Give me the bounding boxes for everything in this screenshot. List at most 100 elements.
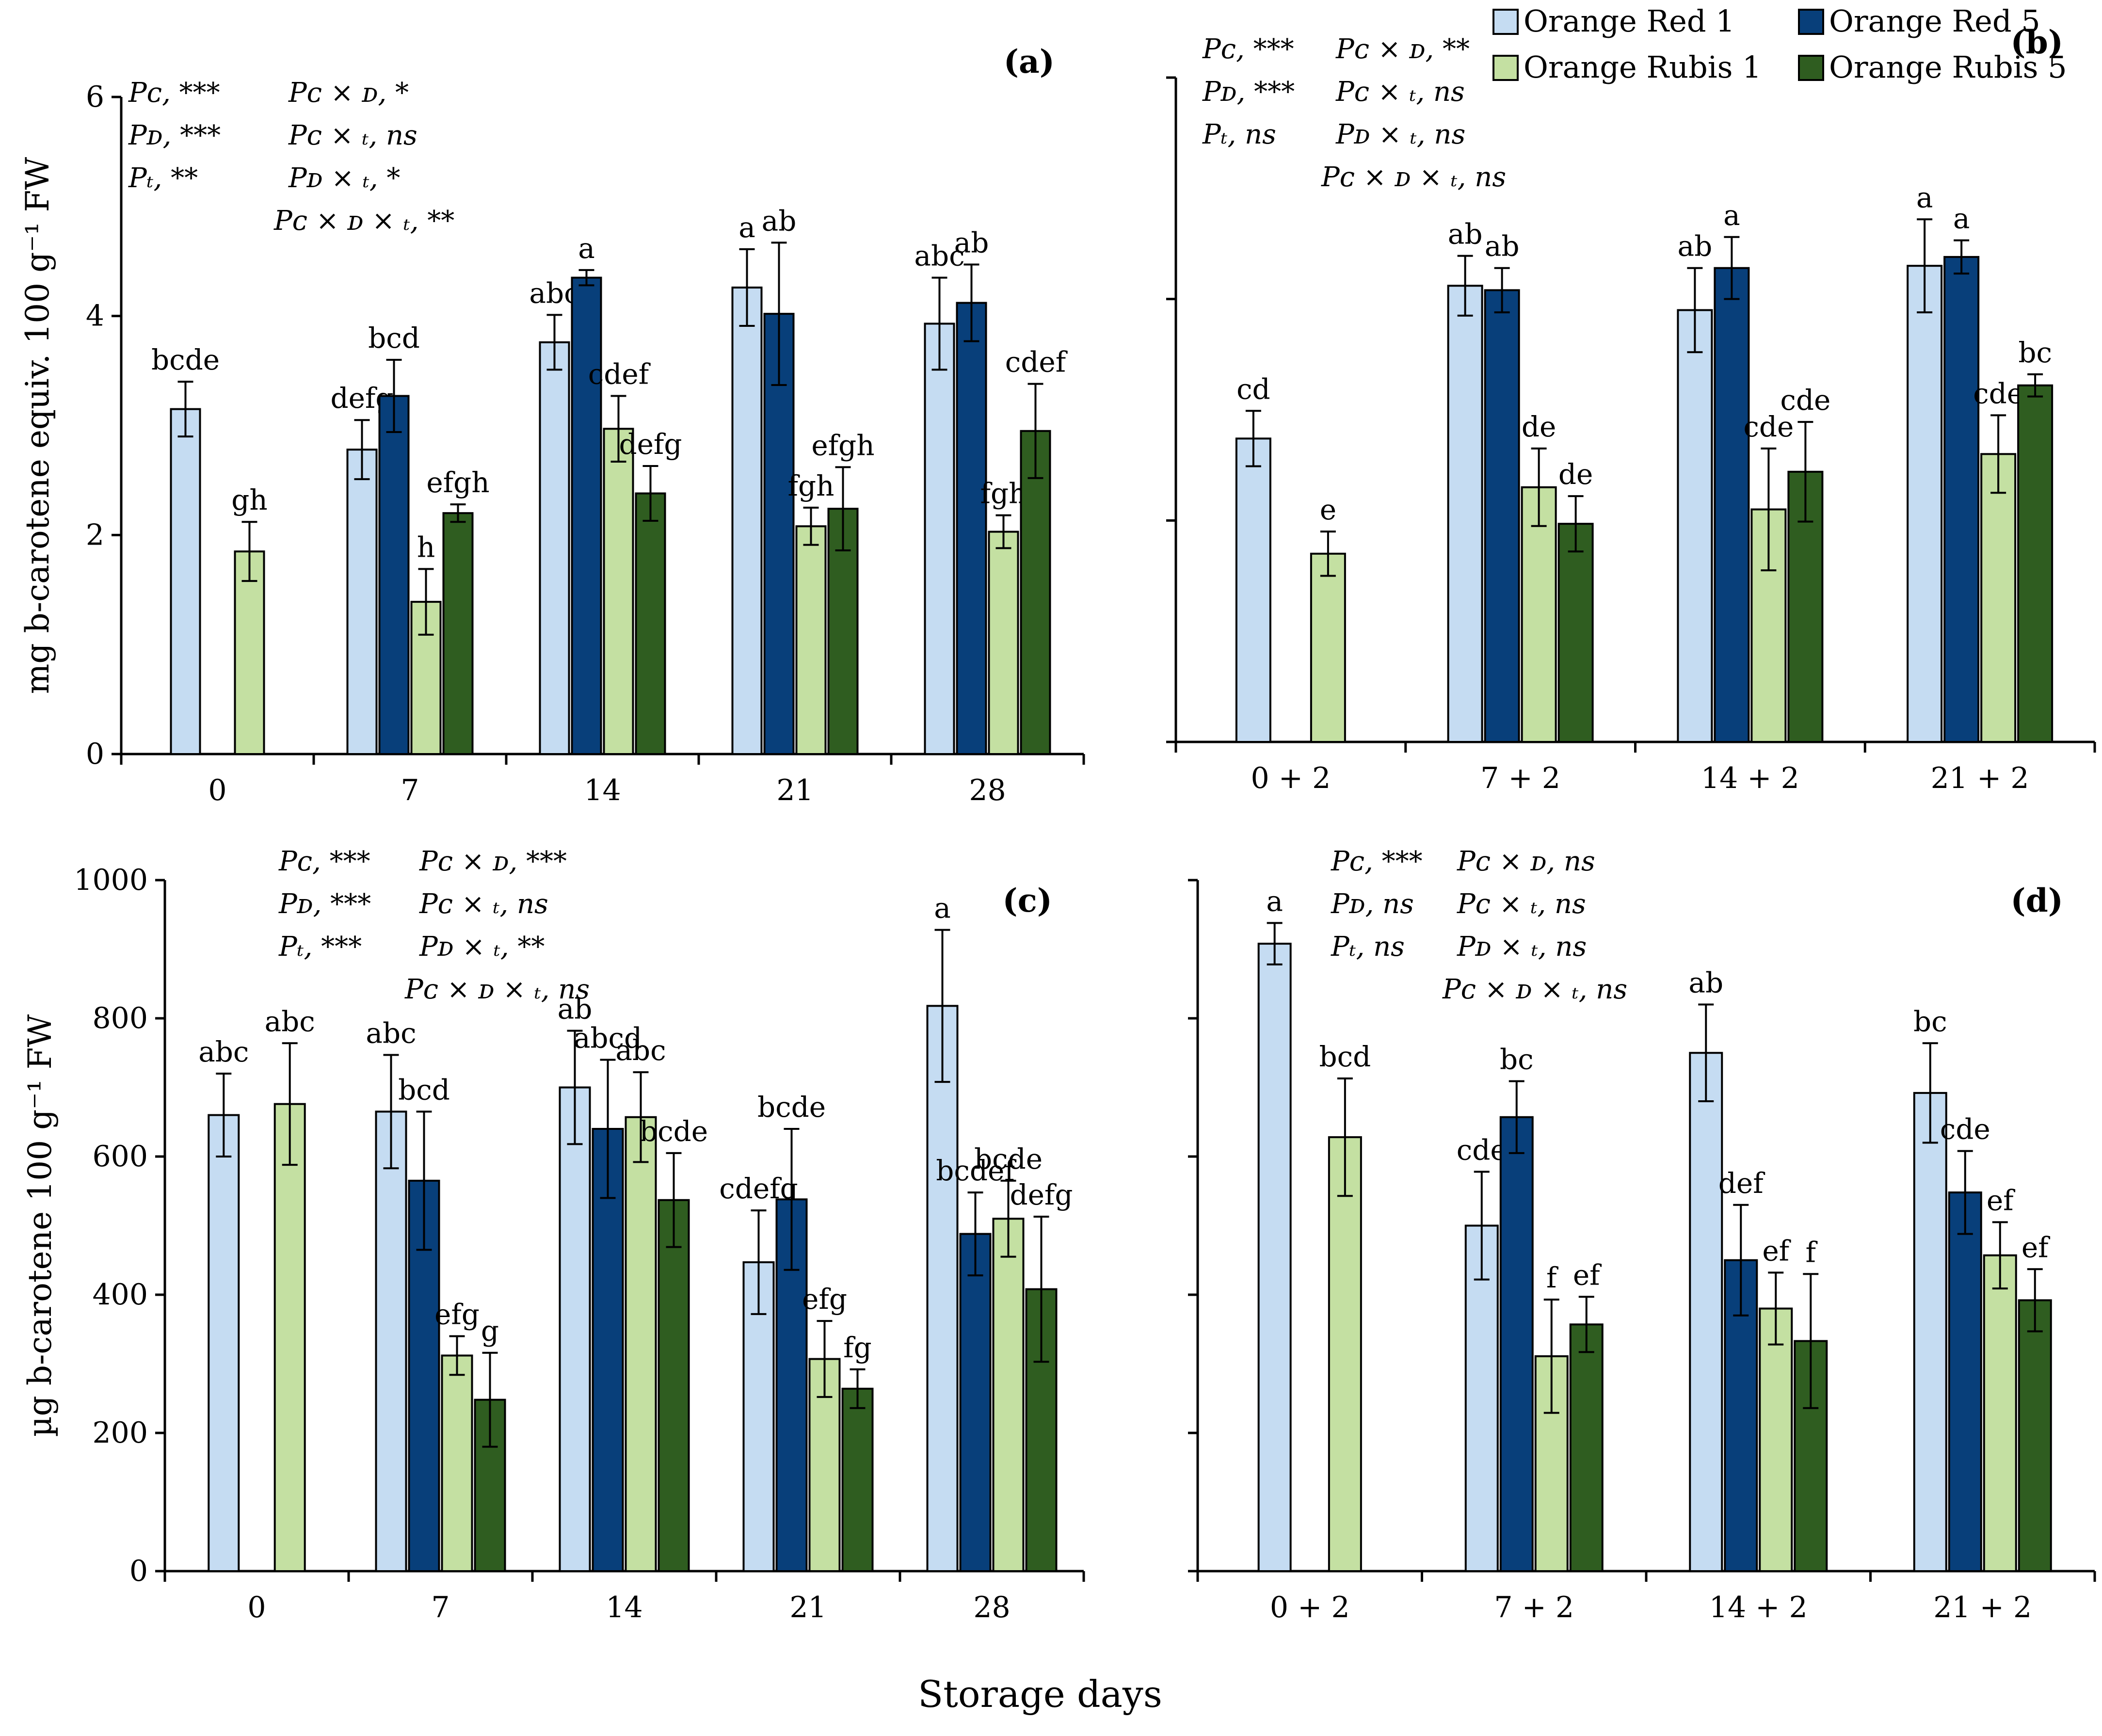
significance-letter: abc bbox=[615, 1034, 666, 1067]
legend-swatch bbox=[1798, 9, 1824, 35]
y-tick-label: 600 bbox=[92, 1140, 148, 1173]
significance-letter: cde bbox=[1457, 1133, 1507, 1166]
significance-letter: f bbox=[1806, 1236, 1818, 1269]
legend-swatch bbox=[1798, 55, 1824, 81]
significance-letter: bcde bbox=[974, 1142, 1043, 1175]
stat-annotation: Pₜ, ns bbox=[1202, 119, 1276, 150]
x-tick-label: 21 bbox=[776, 773, 813, 807]
stat-annotation: Pᴄ, *** bbox=[278, 846, 370, 877]
bar-orange-rubis-1-21+2 bbox=[1980, 453, 2017, 743]
x-tick-label: 14 bbox=[584, 773, 621, 807]
panel-label: (a) bbox=[1004, 43, 1055, 80]
bar-orange-red-1-0+2 bbox=[1257, 943, 1292, 1572]
bar-orange-red-1-0 bbox=[208, 1114, 240, 1572]
bar-orange-rubis-1-28 bbox=[992, 1218, 1025, 1572]
bar-orange-rubis-5-14 bbox=[635, 492, 666, 755]
significance-letter: defg bbox=[619, 428, 682, 461]
bar-orange-rubis-1-28 bbox=[988, 530, 1019, 755]
y-axis-title: µg b-carotene 100 g⁻¹ FW bbox=[21, 1014, 59, 1437]
significance-letter: def bbox=[1718, 1167, 1765, 1200]
significance-letter: ab bbox=[1688, 966, 1723, 999]
significance-letter: fgh bbox=[980, 477, 1027, 510]
bar-orange-red-1-7+2 bbox=[1447, 285, 1483, 743]
significance-letter: cdef bbox=[1005, 346, 1068, 379]
stat-annotation: Pᴄ, *** bbox=[128, 77, 220, 109]
x-tick-label: 0 bbox=[208, 773, 226, 807]
legend-label: Orange Red 1 bbox=[1524, 3, 1735, 39]
bar-orange-red-1-14 bbox=[559, 1086, 591, 1572]
significance-letter: ef bbox=[1762, 1234, 1791, 1267]
bar-orange-rubis-1-14 bbox=[603, 428, 634, 755]
bar-orange-rubis-5-7+2 bbox=[1557, 523, 1594, 743]
x-tick-label: 14 + 2 bbox=[1701, 761, 1799, 795]
stat-annotation: Pᴄ × ᴅ × ₜ, ns bbox=[1321, 161, 1506, 193]
bar-orange-rubis-1-21+2 bbox=[1983, 1254, 2017, 1572]
stat-annotation: Pᴅ, *** bbox=[278, 888, 371, 920]
bar-orange-red-5-7+2 bbox=[1499, 1116, 1534, 1572]
x-tick-label: 0 bbox=[247, 1591, 266, 1624]
significance-letter: cde bbox=[1973, 377, 2023, 410]
bar-orange-red-1-28 bbox=[926, 1005, 959, 1573]
significance-letter: g bbox=[481, 1315, 499, 1348]
bar-orange-rubis-5-7+2 bbox=[1569, 1323, 1604, 1572]
bar-orange-rubis-5-21+2 bbox=[2018, 1299, 2052, 1572]
significance-letter: bc bbox=[1913, 1005, 1947, 1038]
stat-annotation: Pᴅ × ₜ, * bbox=[288, 162, 400, 194]
bar-orange-rubis-1-7 bbox=[441, 1354, 473, 1572]
bar-orange-red-1-14+2 bbox=[1677, 309, 1713, 743]
bar-orange-red-1-21+2 bbox=[1907, 265, 1943, 743]
bar-orange-rubis-1-14+2 bbox=[1759, 1307, 1793, 1572]
stat-annotation: Pᴄ × ᴅ × ₜ, ns bbox=[1442, 974, 1627, 1005]
bar-orange-red-5-21 bbox=[763, 313, 795, 755]
bar-orange-rubis-1-0 bbox=[273, 1103, 306, 1572]
bar-orange-red-5-7 bbox=[408, 1179, 440, 1572]
x-tick-label: 14 + 2 bbox=[1709, 1591, 1808, 1624]
significance-letter: bcde bbox=[640, 1115, 708, 1148]
bar-orange-rubis-5-21 bbox=[841, 1387, 874, 1573]
stat-annotation: Pₜ, *** bbox=[278, 931, 362, 963]
significance-letter: ab bbox=[1448, 218, 1483, 251]
bar-orange-red-1-0 bbox=[170, 408, 201, 755]
significance-letter: de bbox=[1522, 410, 1556, 443]
stat-annotation: Pᴅ × ₜ, ns bbox=[1457, 931, 1587, 963]
x-tick-label: 28 bbox=[973, 1591, 1010, 1624]
legend-label: Orange Rubis 5 bbox=[1829, 49, 2067, 85]
legend-label: Orange Red 5 bbox=[1829, 3, 2040, 39]
significance-letter: cde bbox=[1940, 1113, 1990, 1146]
bar-orange-red-1-0+2 bbox=[1235, 437, 1271, 743]
bar-orange-red-1-7 bbox=[375, 1110, 407, 1572]
bar-orange-rubis-5-28 bbox=[1020, 430, 1051, 755]
bar-orange-red-5-21+2 bbox=[1948, 1191, 1982, 1573]
x-tick-label: 28 bbox=[969, 773, 1006, 807]
significance-letter: bcd bbox=[398, 1073, 450, 1106]
significance-letter: a bbox=[1723, 199, 1740, 232]
y-axis-title: mg b-carotene equiv. 100 g⁻¹ FW bbox=[19, 157, 56, 694]
bar-orange-red-1-14+2 bbox=[1689, 1052, 1723, 1572]
bar-orange-rubis-1-14 bbox=[625, 1116, 657, 1572]
significance-letter: cde bbox=[1780, 384, 1830, 417]
significance-letter: efgh bbox=[811, 429, 874, 462]
significance-letter: abcd bbox=[574, 1022, 642, 1055]
significance-letter: a bbox=[1916, 181, 1933, 214]
significance-letter: a bbox=[578, 232, 595, 265]
bar-orange-red-5-28 bbox=[956, 302, 987, 755]
significance-letter: abc bbox=[198, 1035, 249, 1068]
stat-annotation: Pₜ, ** bbox=[128, 162, 198, 194]
significance-letter: a bbox=[934, 892, 951, 925]
bar-orange-rubis-1-21 bbox=[795, 525, 827, 755]
x-tick-label: 21 bbox=[789, 1591, 826, 1624]
bar-orange-red-1-14 bbox=[539, 341, 570, 755]
stat-annotation: Pᴅ × ₜ, ** bbox=[419, 931, 545, 963]
significance-letter: ab bbox=[558, 993, 593, 1026]
stat-annotation: Pᴅ, ns bbox=[1331, 888, 1414, 920]
stat-annotation: Pᴄ × ₜ, ns bbox=[288, 120, 417, 151]
stat-annotation: Pᴄ × ₜ, ns bbox=[1457, 888, 1586, 920]
stat-annotation: Pᴄ × ᴅ, * bbox=[288, 77, 409, 109]
x-tick-label: 0 + 2 bbox=[1270, 1591, 1350, 1624]
stat-annotation: Pᴄ × ₜ, ns bbox=[1335, 76, 1465, 108]
significance-letter: fgh bbox=[788, 469, 834, 502]
bar-orange-rubis-5-14+2 bbox=[1794, 1340, 1828, 1573]
bar-orange-red-5-21 bbox=[775, 1198, 808, 1573]
